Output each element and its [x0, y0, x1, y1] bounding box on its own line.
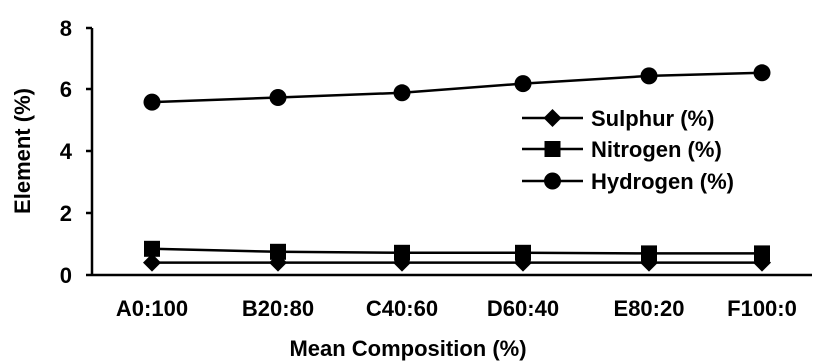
legend-item-nitrogen: Nitrogen (%) — [522, 137, 722, 162]
x-tick-label-a0-100: A0:100 — [116, 296, 188, 321]
legend-label-hydrogen: Hydrogen (%) — [591, 169, 734, 194]
x-tick-label-c40-60: C40:60 — [366, 296, 438, 321]
x-tick-label-d60-40: D60:40 — [487, 296, 559, 321]
x-axis-title: Mean Composition (%) — [289, 336, 526, 361]
data-point-nitrogen-f — [754, 245, 770, 262]
y-tick-label-2: 2 — [60, 201, 72, 226]
data-point-sulphur-a — [143, 253, 161, 272]
x-tick-label-f100-0: F100:0 — [727, 296, 797, 321]
data-point-hydrogen-b — [269, 89, 287, 106]
legend-label-sulphur: Sulphur (%) — [591, 106, 714, 131]
legend-circle-marker — [544, 172, 561, 190]
series-line-hydrogen — [151, 71, 763, 104]
x-axis: A0:100 B20:80 C40:60 D60:40 E80:20 F100:… — [92, 273, 812, 321]
y-axis: 0 2 4 6 8 — [60, 16, 94, 288]
data-point-nitrogen-e — [641, 245, 657, 262]
series-layer — [143, 64, 771, 272]
data-point-hydrogen-c — [393, 84, 411, 102]
series-hydrogen — [143, 64, 771, 111]
legend: Sulphur (%) Nitrogen (%) Hydrogen (%) — [522, 106, 734, 194]
y-tick-label-6: 6 — [60, 77, 72, 102]
legend-label-nitrogen: Nitrogen (%) — [591, 137, 722, 162]
series-sulphur — [143, 253, 771, 272]
y-tick-label-4: 4 — [60, 139, 73, 164]
data-point-hydrogen-f — [753, 64, 771, 82]
data-point-nitrogen-d — [515, 244, 531, 261]
data-point-nitrogen-a — [144, 240, 160, 257]
data-point-hydrogen-e — [640, 67, 658, 85]
data-point-nitrogen-b — [270, 243, 286, 260]
series-nitrogen — [144, 240, 770, 262]
series-line-nitrogen — [151, 247, 762, 255]
y-tick-label-0: 0 — [60, 263, 72, 288]
legend-item-hydrogen: Hydrogen (%) — [522, 169, 734, 194]
y-tick-label-8: 8 — [60, 16, 72, 41]
x-tick-label-b20-80: B20:80 — [242, 296, 314, 321]
x-tick-label-e80-20: E80:20 — [614, 296, 685, 321]
data-point-hydrogen-d — [514, 75, 532, 93]
y-axis-title: Element (%) — [10, 88, 35, 214]
data-point-nitrogen-c — [394, 244, 410, 261]
legend-item-sulphur: Sulphur (%) — [522, 106, 714, 131]
legend-square-marker — [544, 141, 561, 157]
legend-diamond-marker — [543, 109, 562, 127]
data-point-hydrogen-a — [143, 93, 161, 111]
